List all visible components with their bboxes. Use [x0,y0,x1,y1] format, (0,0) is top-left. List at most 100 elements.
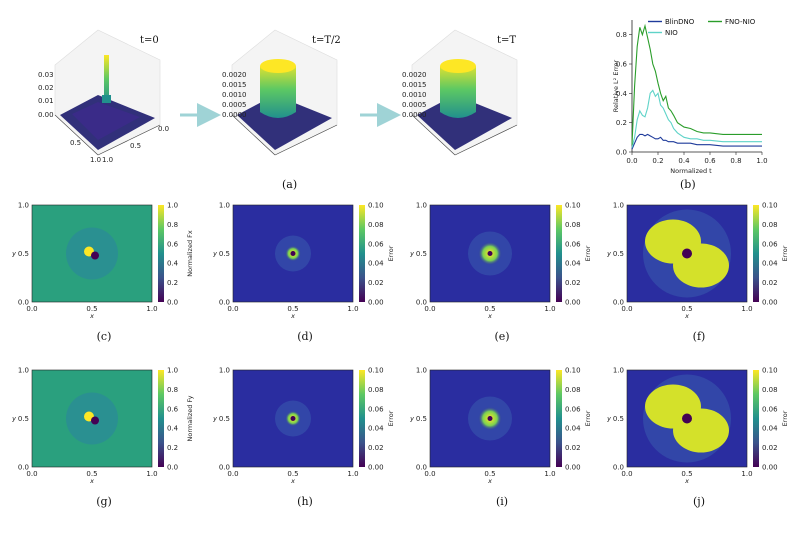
zticks-t0-1: 0.02 [38,84,54,92]
series-line-NIO [631,89,762,148]
caption-b: (b) [680,178,696,191]
surface-tick-r1: 0.5 [130,142,141,150]
colorbar [359,205,365,302]
colorbar-tick-5: 0.0 [167,464,178,472]
colorbar-tick-1: 0.08 [762,221,778,229]
colorbar-label: Error [387,245,395,261]
heatmap-xtick-1: 0.5 [484,470,495,478]
caption-(e): (e) [494,330,509,343]
zticks-tHalf-2: 0.0010 [222,91,247,99]
heatmap-ytick-2: 0.0 [18,464,29,472]
heatmap-frame [626,204,748,303]
heatmap-panel-fx-2: 0.0 0.5 1.0 1.0 0.5 0.0 x y 0.10 0.08 0.06 0.04 0.02… [409,202,592,344]
heatmap-ytick-1: 0.5 [416,250,427,258]
colorbar-tick-4: 0.02 [368,279,384,287]
zticks-tHalf-0: 0.0020 [222,71,247,79]
colorbar [359,370,365,467]
heatmap-xlabel: x [487,477,492,485]
colorbar-tick-1: 0.08 [368,386,384,394]
heatmap-ytick-0: 1.0 [613,367,624,375]
caption-(h): (h) [297,495,313,508]
heatmap-xtick-1: 0.5 [681,470,692,478]
colorbar [753,205,759,302]
heatmap-xtick-2: 1.0 [347,305,358,313]
heatmap-xlabel: x [89,477,94,485]
y-tick-label-1: 0.2 [616,119,627,127]
heatmap-ylabel: y [606,250,611,258]
line-chart-relative-error: (b) 0.0 0.2 0.4 0.6 0.8 1.0 0.0 0.2 0.4 0.6 0.8 Nor… [612,18,768,191]
surface-label-t0: t=0 [140,35,159,46]
legend-label-NIO: NIO [665,29,678,37]
zticks-t0-0: 0.03 [38,71,54,79]
heatmap-ylabel: y [409,415,414,423]
colorbar-tick-0: 0.10 [565,202,581,210]
heatmap-xtick-2: 1.0 [544,305,555,313]
zticks-tHalf-1: 0.0015 [222,81,247,89]
heatmap-xtick-1: 0.5 [86,470,97,478]
x-tick-label-0: 0.0 [626,157,637,165]
heatmap-xtick-2: 1.0 [741,470,752,478]
colorbar-tick-3: 0.04 [565,260,581,268]
heatmap-frame [232,369,354,468]
colorbar-tick-3: 0.04 [368,260,384,268]
heatmap-panel-fy-3: 0.0 0.5 1.0 1.0 0.5 0.0 x y 0.10 0.08 0.06 0.04 0.02… [606,367,789,509]
colorbar-label: Error [781,410,789,426]
x-axis-label: Normalized t [670,167,712,175]
surface-label-tT: t=T [497,35,516,46]
heatmap-frame [429,369,551,468]
colorbar-label: Error [387,410,395,426]
zticks-tHalf-3: 0.0005 [222,101,247,109]
colorbar-tick-2: 0.06 [368,240,384,248]
heatmap-ytick-0: 1.0 [416,367,427,375]
heatmap-xtick-2: 1.0 [347,470,358,478]
heatmap-xtick-1: 0.5 [484,305,495,313]
colorbar-tick-0: 0.10 [762,202,778,210]
heatmap-ylabel: y [11,250,16,258]
heatmap-xtick-0: 0.0 [621,470,632,478]
heatmap-ytick-2: 0.0 [219,464,230,472]
heatmap-xtick-1: 0.5 [681,305,692,313]
series-line-BlinDNO [631,133,762,150]
heatmap-xtick-0: 0.0 [424,470,435,478]
heatmap-frame [232,204,354,303]
colorbar-tick-0: 0.10 [368,367,384,375]
colorbar-tick-3: 0.4 [167,425,179,433]
heatmap-ylabel: y [409,250,414,258]
heatmap-frame [31,204,153,303]
zticks-tHalf-4: 0.0000 [222,111,247,119]
zticks-tT-1: 0.0015 [402,81,427,89]
caption-(c): (c) [97,330,112,343]
colorbar-tick-5: 0.00 [565,464,581,472]
zticks-tT-4: 0.0000 [402,111,427,119]
heatmap-ytick-2: 0.0 [219,299,230,307]
zticks-tT-3: 0.0005 [402,101,427,109]
heatmap-panel-fx-0: 0.0 0.5 1.0 1.0 0.5 0.0 x y 1.0 0.8 0.6 0.4 0.2 0.0 No… [11,202,194,344]
colorbar-tick-2: 0.06 [762,240,778,248]
heatmap-ytick-2: 0.0 [613,299,624,307]
surface-tick-r0: 0.0 [158,125,169,133]
colorbar-tick-2: 0.6 [167,405,179,413]
heatmap-error-core [487,416,493,421]
heatmap-ytick-0: 1.0 [219,202,230,210]
heatmap-error-core [682,248,692,259]
colorbar-tick-4: 0.02 [762,444,778,452]
caption-(f): (f) [693,330,706,343]
colorbar-tick-0: 1.0 [167,202,178,210]
colorbar-tick-1: 0.08 [565,386,581,394]
heatmap-ytick-1: 0.5 [18,250,29,258]
heatmap-ytick-2: 0.0 [416,464,427,472]
colorbar [158,205,164,302]
surface-plot-tT: 0.0020 0.0015 0.0010 0.0005 0.0000 t=T [402,29,518,156]
series-line-FNO-NIO [631,23,762,145]
heatmap-xtick-1: 0.5 [86,305,97,313]
heatmap-xlabel: x [290,312,295,320]
colorbar-tick-1: 0.8 [167,221,178,229]
heatmap-field-trough [91,251,99,260]
colorbar-tick-2: 0.06 [565,405,581,413]
colorbar-label: Error [781,245,789,261]
surface-plot-t0: 0.03 0.02 0.01 0.00 0.0 0.5 1.0 0.5 1.0 … [38,29,169,164]
heatmap-panel-fy-1: 0.0 0.5 1.0 1.0 0.5 0.0 x y 0.10 0.08 0.06 0.04 0.02… [212,367,395,509]
x-tick-label-2: 0.4 [678,157,690,165]
colorbar-tick-5: 0.00 [368,299,384,307]
zticks-t0-2: 0.01 [38,97,54,105]
